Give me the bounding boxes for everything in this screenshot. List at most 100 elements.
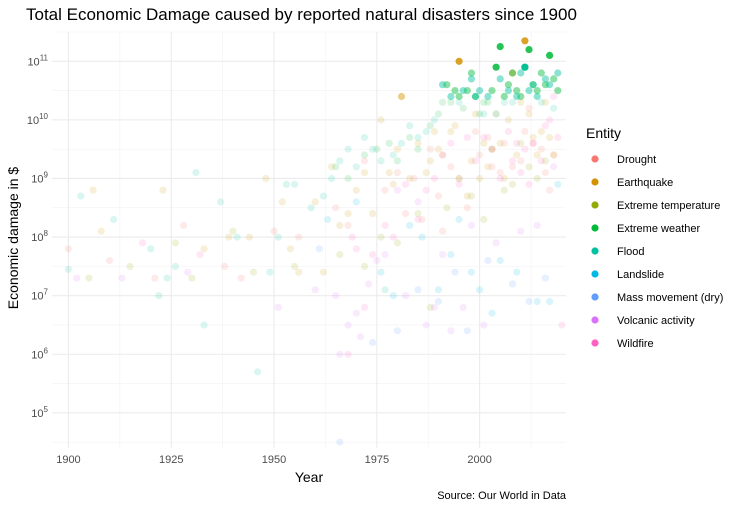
point-extreme-weather <box>525 46 533 54</box>
point-wildfire <box>541 122 550 130</box>
point-wildfire <box>550 92 558 101</box>
legend-label-extreme-weather: Extreme weather <box>617 223 700 235</box>
point-earthquake <box>546 133 554 142</box>
point-volcanic-activity <box>311 286 319 294</box>
point-earthquake <box>245 233 253 241</box>
point-extreme-temperature <box>541 157 550 165</box>
point-drought <box>410 174 418 183</box>
legend-title: Entity <box>586 125 621 141</box>
point-extreme-weather <box>451 87 459 95</box>
point-mass-movement-dry <box>369 338 377 347</box>
legend-label-volcanic-activity: Volcanic activity <box>617 315 695 327</box>
point-flood <box>200 321 208 329</box>
y-axis-title: Economic damage in $ <box>5 167 21 310</box>
point-earthquake <box>430 128 438 136</box>
point-landslide <box>352 198 360 206</box>
point-drought <box>270 227 278 235</box>
point-landslide <box>455 215 463 224</box>
point-wildfire <box>517 169 525 177</box>
point-earthquake <box>492 110 500 118</box>
point-wildfire <box>344 350 352 358</box>
point-flood <box>381 286 389 294</box>
point-extreme-temperature <box>525 163 533 171</box>
point-volcanic-activity <box>402 292 410 300</box>
point-earthquake <box>541 98 550 106</box>
point-extreme-weather <box>447 98 455 106</box>
point-extreme-weather <box>541 81 550 89</box>
point-earthquake <box>529 133 537 142</box>
point-extreme-temperature <box>85 274 93 282</box>
point-drought <box>381 186 389 194</box>
point-wildfire <box>439 151 447 159</box>
point-flood <box>476 87 484 95</box>
point-extreme-weather <box>414 145 422 153</box>
point-volcanic-activity <box>336 350 344 358</box>
point-wildfire <box>513 139 521 147</box>
point-extreme-weather <box>393 157 401 165</box>
point-drought <box>517 157 525 165</box>
point-landslide <box>488 309 496 317</box>
point-volcanic-activity <box>373 256 381 265</box>
point-extreme-weather <box>360 151 369 159</box>
point-volcanic-activity <box>381 251 389 259</box>
point-volcanic-activity <box>533 221 541 229</box>
point-flood <box>492 110 500 118</box>
point-flood <box>504 87 512 95</box>
y-tick-label: 107 <box>31 288 48 303</box>
point-wildfire <box>554 133 562 142</box>
point-flood <box>521 63 529 71</box>
point-extreme-weather <box>480 98 488 106</box>
point-flood <box>155 292 163 300</box>
point-drought <box>537 145 545 153</box>
point-earthquake <box>488 145 496 153</box>
point-volcanic-activity <box>73 274 81 282</box>
point-flood <box>266 268 274 276</box>
point-flood <box>546 81 554 89</box>
point-wildfire <box>402 180 410 188</box>
point-volcanic-activity <box>430 303 438 311</box>
point-earthquake <box>422 169 430 177</box>
point-landslide <box>496 256 504 265</box>
point-wildfire <box>525 180 533 188</box>
legend-label-earthquake: Earthquake <box>617 177 673 189</box>
point-landslide <box>476 286 484 294</box>
y-axis-ticks: 105 106 107 108 109 1010 1011 <box>27 53 49 420</box>
point-extreme-weather <box>471 92 480 101</box>
point-flood <box>455 98 463 106</box>
point-extreme-temperature <box>517 139 525 147</box>
point-landslide <box>377 268 385 276</box>
point-wildfire <box>504 128 512 136</box>
point-flood <box>233 233 241 241</box>
point-earthquake <box>385 169 393 177</box>
point-earthquake <box>225 233 233 241</box>
point-extreme-temperature <box>171 239 179 247</box>
point-wildfire <box>422 186 430 194</box>
point-landslide <box>467 268 475 276</box>
point-flood <box>344 145 352 153</box>
point-extreme-weather <box>533 87 541 95</box>
point-extreme-weather <box>332 163 340 171</box>
point-extreme-temperature <box>229 227 237 235</box>
point-flood <box>414 133 422 142</box>
point-drought <box>541 169 550 177</box>
point-extreme-weather <box>385 139 393 147</box>
point-wildfire <box>488 145 496 153</box>
point-earthquake <box>517 98 525 106</box>
point-drought <box>426 145 434 153</box>
point-flood <box>496 75 504 83</box>
point-earthquake <box>426 157 434 165</box>
point-extreme-weather <box>373 145 381 153</box>
y-tick-label: 108 <box>31 229 48 244</box>
point-mass-movement-dry <box>336 438 344 446</box>
point-flood <box>513 92 521 101</box>
point-extreme-temperature <box>443 204 451 212</box>
point-earthquake <box>286 245 295 253</box>
point-wildfire <box>389 233 397 241</box>
x-tick-label: 1950 <box>262 454 286 466</box>
legend-key-landslide <box>591 270 599 278</box>
point-earthquake <box>369 210 377 218</box>
point-drought <box>402 210 410 218</box>
point-wildfire <box>529 139 537 147</box>
x-axis-title: Year <box>295 469 324 485</box>
point-drought <box>550 151 558 159</box>
